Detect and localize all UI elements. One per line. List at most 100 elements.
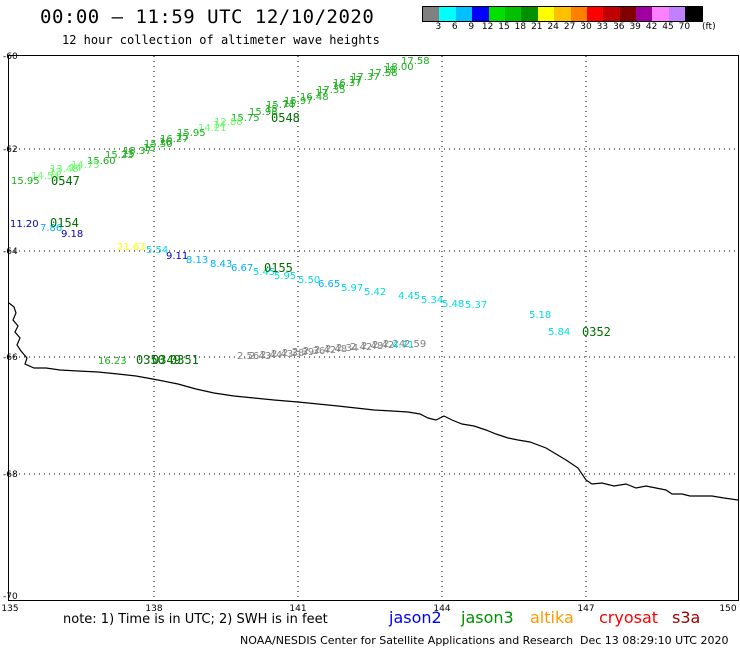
scale-swatch xyxy=(537,7,555,21)
scale-swatch xyxy=(439,7,456,21)
map-frame xyxy=(8,55,739,601)
wave-height-label: 15 xyxy=(122,149,135,160)
scale-swatch xyxy=(619,7,637,21)
scale-label: 27 xyxy=(563,22,576,32)
wave-height-label: 2.34 xyxy=(336,343,359,354)
wave-height-label: 11.20 xyxy=(10,219,39,230)
wave-height-label: 2.36 xyxy=(303,346,326,357)
wave-height-label: 15.95 xyxy=(11,176,40,187)
wave-height-label: 2.43 xyxy=(249,351,272,362)
scale-label: 30 xyxy=(580,22,592,32)
scale-swatch xyxy=(488,7,505,21)
scale-swatch xyxy=(504,7,522,21)
scale-swatch xyxy=(668,7,686,21)
scale-label: 39 xyxy=(629,22,641,32)
wave-height-label: 15.74 xyxy=(266,100,295,111)
wave-height-label: 5.54 xyxy=(146,245,169,256)
lon-label: 135 xyxy=(1,604,19,614)
wave-height-label: 15.23 xyxy=(105,150,134,161)
pass-time-label: 0154 xyxy=(50,216,79,230)
wave-height-label: 15.95 xyxy=(177,128,206,139)
pass-time-label: 0155 xyxy=(264,261,293,275)
scale-label: 3 xyxy=(435,22,442,32)
wave-height-label: 14 xyxy=(213,120,226,131)
wave-height-label: 21.63 xyxy=(117,242,146,253)
wave-height-label: 15.97 xyxy=(284,96,313,107)
wave-height-label: 16 xyxy=(159,137,172,148)
lat-label: -68 xyxy=(3,470,18,480)
wave-height-label: 17.37 xyxy=(351,72,380,83)
scale-label: 24 xyxy=(547,22,559,32)
wave-height-label: 5.50 xyxy=(298,275,321,286)
wave-height-label: 15 xyxy=(143,143,156,154)
wave-height-label: 15.50 xyxy=(144,139,173,150)
wave-height-label: 2.42 xyxy=(350,342,373,353)
wave-height-label: 5.97 xyxy=(341,283,364,294)
wave-height-label: 2.56 xyxy=(237,351,260,362)
wave-height-label: 15 xyxy=(176,132,189,143)
lat-label: -60 xyxy=(3,52,18,62)
scale-swatch xyxy=(570,7,587,21)
wave-height-label: 2.38 xyxy=(282,348,305,359)
wave-height-label: 17.35 xyxy=(317,85,346,96)
map-subtitle: 12 hour collection of altimeter wave hei… xyxy=(62,33,380,47)
coastline-path xyxy=(8,302,739,501)
wave-height-label: 2.39 xyxy=(292,347,315,358)
legend-jason3: jason3 xyxy=(461,608,514,627)
wave-height-label: 15.75 xyxy=(231,113,260,124)
wave-height-label: 8.43 xyxy=(210,259,233,270)
wave-height-label: 5.48 xyxy=(442,299,465,310)
color-scale-labels: 3 6 9 12 15 18 21 24 27 30 33 36 39 42 45 70 (ft) xyxy=(422,22,732,34)
frame xyxy=(8,55,739,601)
scale-label: 45 xyxy=(662,22,674,32)
coastline xyxy=(8,302,739,501)
wave-height-label: 16.27 xyxy=(160,134,189,145)
pass-time-label: 0352 xyxy=(582,325,611,339)
map-title: 00:00 – 11:59 UTC 12/10/2020 xyxy=(40,6,375,28)
wave-height-label: 8.13 xyxy=(186,255,209,266)
wave-height-label: 16 xyxy=(332,81,345,92)
scale-swatch xyxy=(521,7,538,21)
lat-label: -70 xyxy=(3,592,18,602)
lon-label: 147 xyxy=(577,604,595,614)
legend-s3a: s3a xyxy=(672,608,701,627)
scale-swatch xyxy=(685,7,702,21)
scale-label: 9 xyxy=(468,22,475,32)
scale-label: 33 xyxy=(596,22,609,32)
lat-label: -64 xyxy=(3,247,18,257)
scale-label: (ft) xyxy=(702,22,716,32)
scale-swatch xyxy=(603,7,620,21)
wave-height-label: 16.48 xyxy=(300,92,329,103)
credit-text: NOAA/NESDIS Center for Satellite Applica… xyxy=(240,634,574,647)
wave-height-label: 2.44 xyxy=(260,350,283,361)
legend-jason2: jason2 xyxy=(389,608,442,627)
generated-timestamp: Dec 13 08:29:10 UTC 2020 xyxy=(580,634,729,647)
wave-height-label: 14.75 xyxy=(71,160,100,171)
wave-height-label: 5.34 xyxy=(421,295,444,306)
wave-height-label: 14.21 xyxy=(198,123,227,134)
wave-height-label: 14.54 xyxy=(31,171,60,182)
lon-label: 141 xyxy=(289,604,307,614)
scale-label: 15 xyxy=(498,22,510,32)
lon-label: 138 xyxy=(145,604,163,614)
legend-altika: altika xyxy=(530,608,574,627)
scale-swatch xyxy=(423,7,440,21)
wave-height-label: 17 xyxy=(349,75,362,86)
wave-height-label: 17.58 xyxy=(369,68,398,79)
wave-height-label: 15.98 xyxy=(249,107,278,118)
scale-swatch xyxy=(472,7,489,21)
wave-height-label: 15 xyxy=(265,104,278,115)
scale-swatch xyxy=(586,7,604,21)
lat-label: -62 xyxy=(3,145,18,155)
pass-time-label: 0350 xyxy=(136,353,165,367)
scale-label: 70 xyxy=(678,22,691,32)
wave-height-label: 17.58 xyxy=(401,56,430,67)
wave-height-label: 16.37 xyxy=(333,78,362,89)
wave-height-label: 4.71 xyxy=(392,340,415,351)
wave-height-label: 6.65 xyxy=(318,279,341,290)
wave-height-label: 5.37 xyxy=(465,300,488,311)
wave-height-label: 18.00 xyxy=(385,62,414,73)
wave-height-label: 5.95 xyxy=(274,271,297,282)
wave-height-label: 2.42 xyxy=(372,340,395,351)
